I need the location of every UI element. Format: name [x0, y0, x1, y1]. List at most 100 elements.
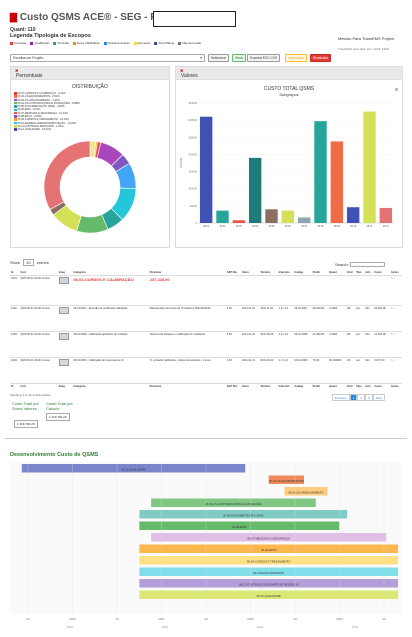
delete-icon[interactable]: ! — [393, 277, 395, 280]
donut-legend-item[interactable]: 06.06-EPIS - 9,21% — [14, 108, 166, 111]
bar[interactable] — [216, 210, 229, 223]
column-header[interactable]: Inicio — [241, 270, 260, 276]
column-header[interactable]: Id — [10, 270, 20, 276]
edit-icon[interactable]: ✎ — [390, 277, 394, 280]
table-cell-acoes[interactable]: ✎ ! — [389, 331, 402, 358]
bar[interactable] — [265, 209, 278, 223]
pagination-previous[interactable]: Previous — [332, 394, 350, 401]
pagination-3[interactable]: 3 — [365, 394, 373, 401]
gantt-bar[interactable] — [268, 475, 304, 485]
entries-select[interactable]: 10 — [23, 259, 34, 266]
gantt-bar[interactable] — [151, 498, 316, 508]
project-select[interactable]: Escolha um Projeto ▾ — [10, 54, 205, 62]
gantt-bar[interactable] — [284, 487, 328, 496]
bar[interactable] — [232, 220, 246, 223]
column-footer: Imag — [57, 383, 73, 388]
donut-legend-item[interactable]: 06.03-CS-ARQUIVAMENTO - 1,23% — [14, 99, 166, 102]
donut-legend-item[interactable]: 06.08-EPCS - 6,09% — [14, 115, 166, 118]
column-header[interactable]: Imag — [57, 270, 73, 276]
bar[interactable] — [330, 141, 344, 223]
search-input[interactable] — [349, 262, 385, 268]
delete-icon[interactable]: ! — [393, 333, 395, 336]
gantt-bar[interactable] — [139, 556, 399, 565]
table-row[interactable]: 1001 QMS 00.01 00:00 Cursos 06.01-CURSOS E… — [10, 275, 402, 306]
table-cell-acoes[interactable]: ✎ ! — [389, 357, 402, 384]
donut-legend-item[interactable]: 06.01-CURSOS E CALIBRAÇÃO - 2,12% — [14, 92, 166, 95]
legend-item: Qualificado — [30, 41, 49, 45]
x-tick-label: 06.04 — [252, 225, 259, 228]
project-name-box[interactable] — [153, 11, 236, 27]
gantt-bar[interactable] — [139, 567, 399, 577]
table-row[interactable]: 1002 QMS 00.01 00:00 Cursos 06.01.0007 - E… — [10, 305, 402, 332]
column-header[interactable]: Ações — [389, 270, 402, 276]
column-header[interactable]: Previstas — [148, 270, 226, 276]
method-label: Metodo Para TransEMS Project — [338, 36, 395, 41]
column-header[interactable]: Tipo — [355, 270, 365, 276]
gantt-bar[interactable] — [151, 533, 387, 542]
gantt-bar[interactable] — [139, 579, 399, 588]
delete-icon[interactable]: ! — [393, 359, 395, 362]
column-header[interactable]: Termino — [259, 270, 278, 276]
x-tick-label: 06.08 — [318, 225, 325, 228]
chevron-down-icon: ▾ — [200, 56, 202, 60]
donut-legend-item[interactable]: 06.07-MEDICINA E SEGURANÇA - 12,12% — [14, 112, 166, 115]
table-row[interactable]: 1004 QMS 00.01 00:00 Cursos 06.01.0009 - C… — [10, 357, 402, 384]
edit-icon[interactable]: ✎ — [390, 359, 394, 362]
table-cell-aviv: Sim — [364, 305, 374, 332]
table-cell-prev: Abertura de bloqueio e Calibração de med… — [148, 331, 226, 358]
gantt-bar[interactable] — [139, 544, 399, 554]
gantt-bar[interactable] — [139, 521, 340, 531]
table-cell-cod: QMS 00.01 00:00 Cursos — [19, 275, 58, 306]
bar[interactable] — [199, 116, 213, 223]
column-header[interactable]: PreInt — [311, 270, 329, 276]
table-cell-acoes[interactable]: ✎ ! — [389, 305, 402, 332]
gantt-bar[interactable] — [139, 590, 399, 600]
column-header[interactable]: Intervalo — [277, 270, 294, 276]
pagination-2[interactable]: 2 — [357, 394, 366, 401]
column-header[interactable]: Categoria — [72, 270, 149, 276]
donut-legend-item[interactable]: 06.11-CONTROLE DESCARTE - 2,22% — [14, 125, 166, 128]
table-cell-acoes[interactable]: ✎ ! — [389, 275, 402, 306]
recalcularbutton[interactable]: Recalcular — [310, 54, 332, 62]
importa-obutton[interactable]: Importação — [285, 54, 307, 62]
selecionarbutton[interactable]: Selecionar — [208, 54, 230, 62]
close-icon[interactable]: ✖ — [180, 68, 184, 73]
donut-legend-item[interactable]: 06.12-QUALIDADE - 33,41% — [14, 128, 166, 131]
pagination-1[interactable]: 1 — [349, 394, 358, 401]
column-header[interactable]: Unid — [345, 270, 356, 276]
column-header[interactable]: Codigo — [293, 270, 312, 276]
bar[interactable] — [297, 217, 311, 223]
column-header[interactable]: SAP Nro — [225, 270, 241, 276]
column-footer: Quant — [328, 383, 346, 388]
exportar-exc-cvsbutton[interactable]: Exportar EXC-CVS — [247, 54, 281, 62]
bar[interactable] — [346, 207, 360, 223]
bar[interactable] — [281, 210, 295, 223]
bar[interactable] — [314, 121, 327, 223]
gantt-bar[interactable] — [21, 464, 246, 473]
donut-legend-item[interactable]: 06.09-CURSOS E TREINAMENTO - 11,14% — [14, 118, 166, 121]
legend-swatch — [14, 118, 17, 121]
hist-rbutton[interactable]: Histór — [232, 54, 247, 62]
bar[interactable] — [363, 111, 376, 223]
donut-legend-item[interactable]: 06.05-DOCUMENTAÇÃO (SMS) - 3,80% — [14, 105, 166, 108]
donut-legend-item[interactable]: 06.02-CS-EQUIPAMENTOS - 0,51% — [14, 95, 166, 98]
column-header[interactable]: Cod — [19, 270, 58, 276]
donut-legend-item[interactable]: 06.04-CS-CONTRATAÇÕES E FUNDAÇÕES - 8,88… — [14, 102, 166, 105]
table-row[interactable]: 1003 QMS 00.01 00:00 Cursos 06.01.0008 - C… — [10, 331, 402, 358]
column-header[interactable]: Aviv — [364, 270, 374, 276]
donut-legend-item[interactable]: 06.10-EXAMES ADMISSÃO/PROTEÇÃO - 10,02% — [14, 122, 166, 125]
close-icon[interactable]: ✖ — [15, 68, 19, 73]
column-header[interactable]: Custo — [373, 270, 390, 276]
bar[interactable] — [248, 157, 262, 223]
delete-icon[interactable]: ! — [393, 307, 395, 310]
gantt-bar[interactable] — [139, 510, 348, 519]
pagination-next[interactable]: Next — [372, 394, 385, 401]
bar[interactable] — [379, 207, 393, 223]
menu-icon[interactable]: ≡ — [395, 87, 398, 93]
donut-legend-label: 06.03-CS-ARQUIVAMENTO - 1,23% — [17, 98, 60, 102]
edit-icon[interactable]: ✎ — [390, 333, 394, 336]
edit-icon[interactable]: ✎ — [390, 307, 394, 310]
table-cell-unid: VB — [345, 305, 356, 332]
donut-slice[interactable] — [43, 140, 91, 210]
column-header[interactable]: Quant — [328, 270, 346, 276]
